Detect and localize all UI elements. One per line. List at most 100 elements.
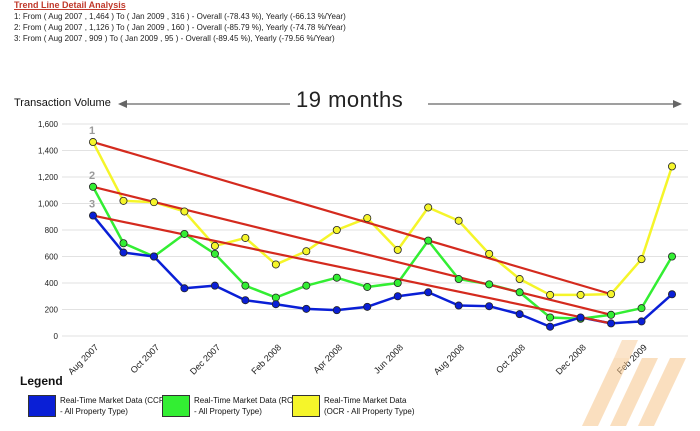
- y-tick-label: 0: [54, 332, 59, 341]
- brand-watermark-logo: [574, 318, 694, 426]
- series-line: [91, 186, 674, 321]
- data-point: [515, 275, 524, 284]
- data-point: [180, 284, 189, 293]
- data-point: [241, 296, 250, 305]
- data-point: [210, 281, 219, 290]
- data-point: [485, 280, 494, 289]
- data-point: [180, 207, 189, 216]
- legend-item-rcr: Real-Time Market Data (RCR - All Propert…: [162, 395, 299, 417]
- data-point: [515, 310, 524, 319]
- data-point: [576, 290, 585, 299]
- y-axis-label: Transaction Volume: [14, 97, 111, 109]
- data-point: [332, 225, 341, 234]
- data-point: [454, 301, 463, 310]
- data-point: [119, 248, 128, 257]
- data-point: [89, 211, 98, 220]
- trend-line-number: 2: [89, 170, 95, 182]
- data-point: [668, 290, 677, 299]
- data-point: [363, 214, 372, 223]
- x-tick-label: Dec 2007: [188, 342, 222, 376]
- data-point: [393, 292, 402, 301]
- legend-swatch-rcr: [162, 395, 190, 417]
- data-point: [332, 306, 341, 315]
- data-point: [149, 198, 158, 207]
- data-point: [485, 249, 494, 258]
- span-arrow-right-head: [673, 100, 682, 108]
- legend-swatch-ccr: [28, 395, 56, 417]
- data-point: [546, 290, 555, 299]
- data-point: [271, 293, 280, 302]
- months-span-label: 19 months: [296, 87, 404, 112]
- data-point: [668, 252, 677, 261]
- data-point: [454, 216, 463, 225]
- trend-line-number: 3: [89, 199, 95, 211]
- data-point: [89, 138, 98, 147]
- trend-line: [92, 185, 612, 316]
- trend-analysis-title: Trend Line Detail Analysis: [14, 0, 126, 10]
- x-tick-label: Oct 2007: [128, 342, 161, 375]
- series-line: [92, 214, 673, 328]
- data-point: [393, 245, 402, 254]
- data-point: [119, 196, 128, 205]
- trend-line-1-summary: 1: From ( Aug 2007 , 1,464 ) To ( Jan 20…: [14, 12, 346, 21]
- x-tick-label: Aug 2007: [66, 342, 100, 376]
- data-point: [607, 290, 616, 299]
- data-point: [119, 239, 128, 248]
- series-line: [91, 141, 674, 297]
- data-point: [302, 247, 311, 256]
- data-point: [302, 304, 311, 313]
- data-point: [668, 162, 677, 171]
- trend-line: [92, 214, 612, 325]
- trend-line: [92, 140, 612, 296]
- data-point: [576, 313, 585, 322]
- data-point: [546, 313, 555, 322]
- trend-analysis-header: Trend Line Detail Analysis 1: From ( Aug…: [14, 0, 614, 44]
- data-point: [302, 281, 311, 290]
- data-point: [546, 322, 555, 331]
- data-point: [607, 310, 616, 319]
- legend-title: Legend: [20, 374, 63, 388]
- span-arrow-left-head: [118, 100, 127, 108]
- y-tick-label: 1,000: [38, 200, 59, 209]
- trend-line-3-summary: 3: From ( Aug 2007 , 909 ) To ( Jan 2009…: [14, 34, 335, 43]
- data-point: [637, 255, 646, 264]
- legend-label-rcr: Real-Time Market Data (RCR - All Propert…: [194, 396, 299, 416]
- legend-item-ccr: Real-Time Market Data (CCR - All Propert…: [28, 395, 165, 417]
- data-point: [363, 282, 372, 291]
- data-point: [424, 236, 433, 245]
- x-tick-label: Feb 2008: [249, 342, 283, 376]
- x-tick-label: Apr 2008: [311, 342, 344, 375]
- y-tick-label: 1,600: [38, 120, 59, 129]
- data-point: [241, 233, 250, 242]
- data-point: [363, 302, 372, 311]
- legend-swatch-ocr: [292, 395, 320, 417]
- data-point: [454, 275, 463, 284]
- data-point: [89, 182, 98, 191]
- data-point: [424, 288, 433, 297]
- data-point: [393, 278, 402, 287]
- legend-item-ocr: Real-Time Market Data (OCR - All Propert…: [292, 395, 429, 417]
- data-point: [241, 281, 250, 290]
- data-point: [637, 304, 646, 313]
- legend-label-ocr: Real-Time Market Data (OCR - All Propert…: [324, 396, 415, 416]
- data-point: [637, 317, 646, 326]
- legend-label-ccr: Real-Time Market Data (CCR - All Propert…: [60, 396, 165, 416]
- data-point: [271, 300, 280, 309]
- data-point: [180, 229, 189, 238]
- trend-line-number: 1: [89, 125, 95, 137]
- data-point: [485, 302, 494, 311]
- data-point: [424, 203, 433, 212]
- trend-line-2-summary: 2: From ( Aug 2007 , 1,126 ) To ( Jan 20…: [14, 23, 346, 32]
- data-point: [149, 252, 158, 261]
- y-tick-label: 400: [45, 279, 59, 288]
- data-point: [515, 288, 524, 297]
- y-tick-label: 200: [45, 306, 59, 315]
- data-point: [210, 249, 219, 258]
- data-point: [607, 319, 616, 328]
- x-tick-label: Oct 2008: [494, 342, 527, 375]
- data-point: [332, 273, 341, 282]
- y-tick-label: 1,200: [38, 173, 59, 182]
- y-tick-label: 1,400: [38, 147, 59, 156]
- x-tick-label: Aug 2008: [432, 342, 466, 376]
